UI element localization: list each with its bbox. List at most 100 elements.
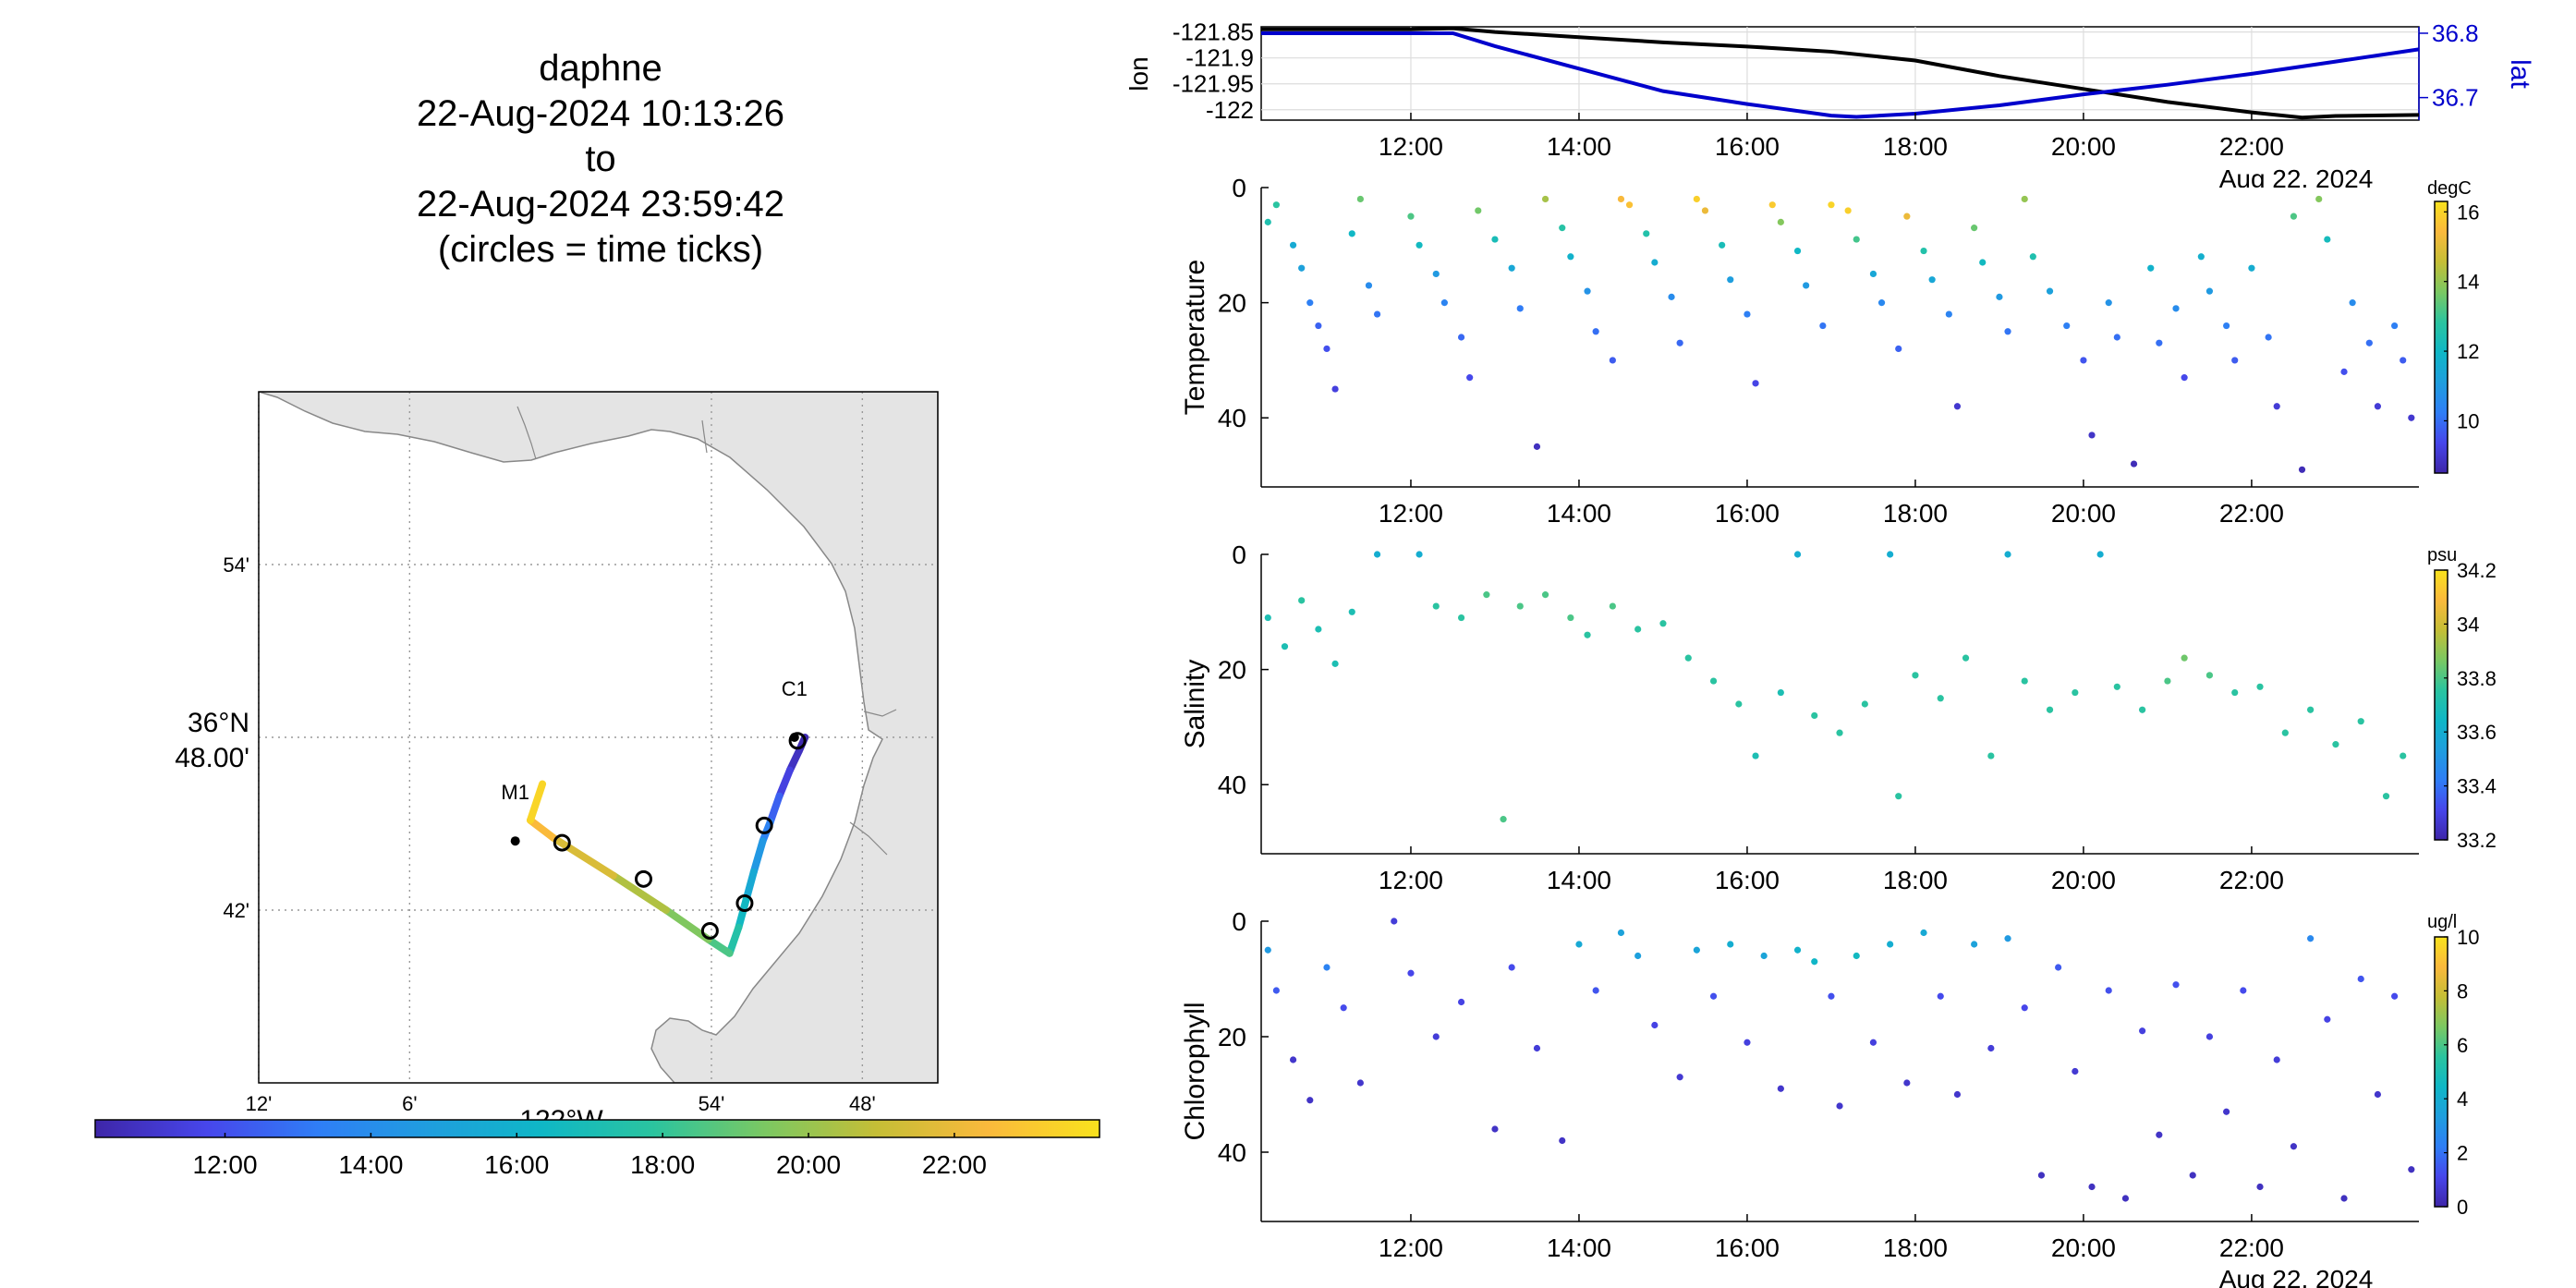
data-point (1744, 1039, 1751, 1046)
colorbar-tick-label: 33.6 (2457, 721, 2497, 744)
time-tick-circle (553, 833, 571, 852)
data-point (2256, 1183, 2264, 1191)
x-tick-label: 18:00 (1883, 132, 1948, 161)
data-point (1432, 270, 1440, 278)
data-point (2307, 706, 2315, 713)
data-point (2139, 706, 2146, 713)
section-colorbar (2434, 936, 2448, 1208)
data-point (2400, 357, 2407, 364)
colorbar-tick-label: 12:00 (192, 1150, 257, 1179)
time-tick-circle (635, 869, 652, 888)
track-map: 12'6'54'48'54'36°N48.00'42'122°WM1C112:0… (94, 391, 1100, 1179)
data-point (1609, 357, 1616, 364)
lon-tick-label: -122 (1206, 96, 1254, 124)
data-point (1491, 1125, 1499, 1133)
x-tick-label: 20:00 (2051, 499, 2116, 528)
track-segment (775, 766, 794, 800)
data-point (2072, 1067, 2079, 1075)
section-colorbar (2434, 569, 2448, 841)
position-timeseries: -121.85-121.9-121.95-122 36.8 36.7 lon lat 12… (1124, 18, 2535, 193)
data-point (1928, 276, 1936, 284)
data-point (1617, 195, 1625, 203)
x-tick-label: 18:00 (1883, 499, 1948, 528)
data-point (1693, 195, 1700, 203)
data-point (1575, 941, 1583, 948)
data-point (2265, 334, 2272, 341)
x-tick-label: 18:00 (1883, 866, 1948, 894)
data-point (1315, 626, 1322, 633)
data-point (2088, 1183, 2096, 1191)
map-river (701, 419, 708, 454)
data-point (1323, 345, 1331, 353)
data-point (1264, 946, 1271, 954)
title-line-platform: daphne (539, 48, 662, 89)
colorbar-tick-label: 16:00 (484, 1150, 549, 1179)
data-point (1727, 941, 1734, 948)
data-point (1508, 964, 1515, 971)
data-point (2273, 403, 2280, 410)
colorbar-tick-label: 33.4 (2457, 775, 2497, 798)
data-point (1634, 952, 1642, 960)
colorbar-tick-label: 34.2 (2457, 559, 2497, 582)
lon-axis-label: lon (1124, 56, 1153, 91)
data-point (2307, 935, 2315, 942)
data-point (1315, 322, 1322, 330)
data-point (2374, 1090, 2382, 1099)
data-point (1709, 677, 1718, 685)
data-point (2046, 706, 2054, 713)
colorbar-tick-label: 6 (2457, 1034, 2468, 1057)
data-point (2315, 195, 2323, 203)
station-marker (789, 733, 799, 742)
track-segment (527, 816, 557, 842)
data-point (1475, 207, 1482, 214)
x-tick-label: 12:00 (1379, 499, 1443, 528)
time-tick-circle (755, 816, 773, 834)
data-point (1877, 299, 1886, 307)
colorbar-tick-label: 14 (2457, 271, 2479, 294)
data-point (2181, 374, 2188, 382)
x-date-label: Aug 22, 2024 (2219, 1265, 2374, 1288)
data-point (2408, 414, 2415, 421)
time-tick-circle (735, 894, 754, 913)
data-point (1298, 264, 1306, 272)
data-point (1887, 941, 1894, 948)
data-point (1440, 299, 1448, 307)
colorbar-tick-label: 33.8 (2457, 667, 2497, 690)
section-y-axis-label: Chlorophyll (1180, 1002, 1210, 1140)
data-point (1895, 345, 1902, 353)
data-point (1407, 969, 1415, 977)
data-point (2130, 460, 2138, 468)
data-point (1625, 201, 1634, 209)
x-tick-label: 12:00 (1379, 132, 1443, 161)
x-tick-label: 18:00 (1883, 1233, 1948, 1262)
data-point (2046, 287, 2054, 295)
track-segment (725, 923, 743, 957)
data-point (2223, 1108, 2230, 1115)
data-point (1676, 339, 1683, 346)
data-point (1903, 213, 1911, 220)
data-point (1996, 293, 2003, 300)
colorbar-tick-label: 20:00 (776, 1150, 841, 1179)
colorbar-tick-label: 2 (2457, 1142, 2468, 1165)
lon-tick-label: -121.85 (1173, 18, 1254, 46)
y-tick-label: 20 (1218, 289, 1246, 318)
data-point (1869, 1039, 1877, 1046)
data-point (1676, 1074, 1683, 1081)
data-point (1609, 602, 1616, 610)
position-plot-frame (1260, 26, 2420, 121)
lon-tick-label: -121.95 (1173, 70, 1254, 98)
data-point (1457, 998, 1465, 1006)
x-tick-label: 20:00 (2051, 1233, 2116, 1262)
map-land (259, 392, 938, 1083)
data-point (2290, 1143, 2298, 1150)
data-point (1701, 207, 1709, 214)
data-point (1777, 218, 1784, 225)
data-point (1466, 374, 1474, 382)
data-point (1836, 729, 1843, 736)
x-tick-label: 14:00 (1547, 499, 1611, 528)
data-point (1416, 241, 1423, 249)
data-point (1559, 1136, 1566, 1145)
data-point (1516, 305, 1524, 312)
data-point (2096, 551, 2104, 558)
